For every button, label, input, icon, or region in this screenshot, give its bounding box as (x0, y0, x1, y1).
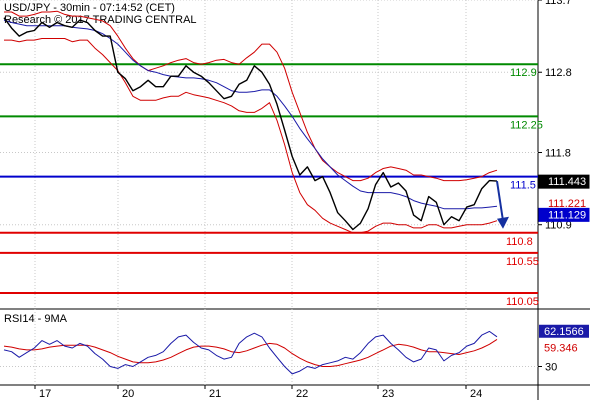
price-tag-label: 111.443 (548, 176, 586, 188)
forecast-arrow-head (497, 216, 509, 229)
rsi-value-tag (539, 324, 589, 338)
lower-band-line (4, 38, 498, 234)
y-tick-label: 112.8 (545, 67, 572, 79)
rsi-value-label: 59.346 (544, 342, 578, 354)
support-level-label: 110.55 (506, 256, 539, 268)
y-tick-label: 113.7 (545, 0, 572, 7)
y-tick-label: 110.9 (545, 220, 572, 232)
price-line (3, 17, 498, 231)
support-level-label: 110.8 (506, 236, 533, 248)
x-tick-label: 23 (382, 388, 394, 400)
rsi-line (3, 330, 498, 375)
rsi-ma-line (3, 338, 498, 367)
price-tag-label: 111.129 (548, 209, 586, 221)
resistance-level-label: 112.9 (510, 67, 537, 79)
rsi-y-tick-label: 30 (545, 362, 557, 374)
resistance-level-label: 112.25 (510, 119, 543, 131)
price-tag-label: 111.221 (548, 198, 586, 210)
forecast-arrow-shaft (496, 180, 504, 221)
x-tick-label: 20 (122, 388, 134, 400)
chart-title: USD/JPY - 30min - 07:14:52 (CET) (4, 2, 175, 14)
price-tag (538, 207, 590, 222)
y-tick-label: 111.8 (545, 147, 571, 159)
support-level-label: 110.05 (506, 296, 539, 308)
rsi-value-tag (539, 341, 589, 355)
x-tick-label: 22 (296, 388, 308, 400)
x-tick-label: 17 (39, 388, 51, 400)
moving-average-line (3, 19, 498, 210)
price-tag (538, 174, 590, 189)
rsi-value-label: 62.1566 (544, 326, 584, 338)
x-tick-label: 24 (470, 388, 482, 400)
upper-band-line (4, 10, 498, 182)
pivot-level-label: 111.5 (510, 180, 536, 192)
x-tick-label: 21 (209, 388, 221, 400)
rsi-title: RSI14 - 9MA (4, 313, 68, 325)
